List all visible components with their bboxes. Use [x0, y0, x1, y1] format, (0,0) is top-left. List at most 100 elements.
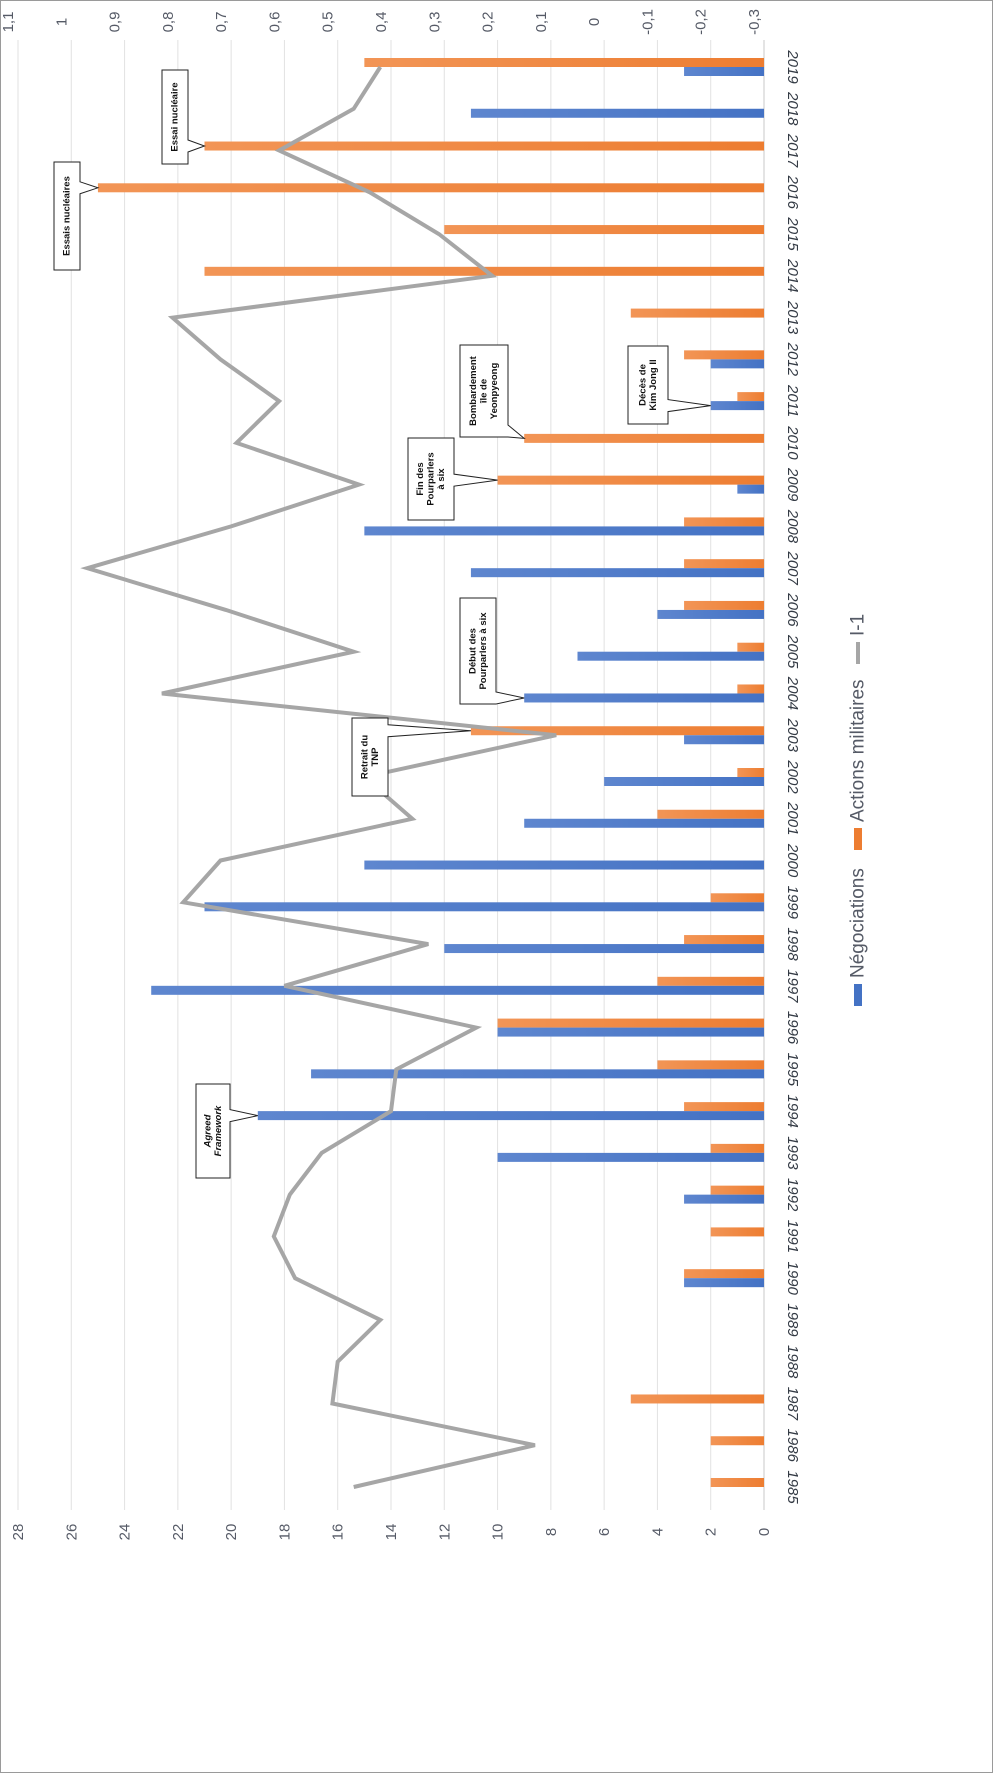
category-label: 2016	[784, 175, 801, 210]
primary-tick-label: 18	[276, 1524, 293, 1541]
category-label: 1986	[784, 1429, 801, 1463]
tick-labels: 0246810121416182022242628-0,3-0,2-0,100,…	[0, 9, 773, 1540]
bar-actions-militaires-2006	[684, 600, 764, 610]
category-label: 2017	[784, 133, 801, 168]
category-label: 2003	[784, 718, 801, 753]
primary-tick-label: 4	[649, 1528, 666, 1536]
category-label: 1987	[784, 1387, 801, 1421]
bar-negociations-2019	[684, 67, 764, 76]
category-label: 1989	[784, 1303, 801, 1337]
primary-tick-label: 24	[117, 1524, 134, 1541]
primary-tick-label: 16	[330, 1524, 347, 1541]
callout-box-1994	[195, 1083, 258, 1179]
bar-negociations-1999	[204, 902, 764, 912]
bar-actions-militaires-2012	[684, 350, 764, 360]
category-label: 2012	[784, 342, 801, 377]
callout-text-2011: Décès de	[637, 364, 648, 406]
callout-text-2004: Pourparlers à six	[478, 612, 489, 690]
callout-box-2003	[351, 717, 471, 797]
category-label: 2013	[784, 300, 801, 335]
bar-negociations-1994	[257, 1111, 764, 1121]
category-label: 2006	[784, 592, 801, 627]
secondary-tick-label: 0,4	[373, 12, 390, 33]
primary-tick-label: 12	[436, 1524, 453, 1541]
secondary-tick-label: 0	[586, 18, 603, 26]
callout-box-2017	[161, 69, 206, 165]
secondary-tick-label: 0,2	[480, 12, 497, 33]
secondary-tick-label: -0,1	[639, 9, 656, 35]
bar-actions-militaires-1986	[710, 1436, 764, 1446]
callout-text-2016: Essais nucléaires	[62, 176, 73, 256]
bar-actions-militaires-1990	[684, 1269, 764, 1279]
bar-negociations-2000	[364, 860, 764, 870]
callout-text-1994: Framework	[213, 1105, 224, 1156]
category-label: 2001	[784, 801, 801, 835]
category-label: 2007	[784, 550, 801, 585]
bar-actions-militaires-1996	[497, 1018, 764, 1028]
legend-label-1: Actions militaires	[848, 679, 869, 822]
callout-text-2017: Essai nucléaire	[170, 82, 181, 151]
bar-actions-militaires-1997	[657, 976, 764, 986]
category-label: 1991	[784, 1220, 801, 1253]
category-label: 2002	[784, 759, 801, 794]
bar-actions-militaires-2013	[630, 308, 764, 318]
legend: Négociations Actions militaires I-1	[848, 614, 869, 1006]
secondary-tick-label: -0,2	[693, 9, 710, 35]
bar-actions-militaires-2010	[524, 433, 764, 443]
bar-negociations-2003	[684, 735, 764, 745]
callout-text-1994: Agreed	[202, 1114, 213, 1148]
bar-negociations-1997	[151, 985, 764, 995]
category-label: 1999	[784, 886, 801, 920]
category-label: 2014	[784, 258, 801, 292]
category-label: 2009	[784, 467, 801, 502]
category-label: 2019	[784, 49, 801, 84]
primary-tick-label: 28	[10, 1524, 27, 1541]
bar-actions-militaires-2004	[737, 684, 764, 694]
callout-text-2010: Bombardement	[468, 355, 479, 426]
category-label: 1996	[784, 1011, 801, 1045]
legend-swatch-1	[854, 828, 862, 850]
bar-negociations-2008	[364, 526, 764, 536]
secondary-tick-label: 0,3	[426, 12, 443, 33]
category-label: 2004	[784, 676, 801, 710]
secondary-tick-label: 0,6	[266, 12, 283, 33]
primary-tick-label: 6	[596, 1528, 613, 1536]
category-label: 1985	[784, 1470, 801, 1504]
callout-box-2016	[53, 161, 100, 271]
callout-text-2003: Retrait du	[359, 735, 370, 780]
legend-swatch-2	[856, 642, 860, 664]
secondary-tick-label: 0,1	[533, 12, 550, 33]
bar-actions-militaires-2003	[470, 726, 764, 736]
primary-tick-label: 26	[63, 1524, 80, 1541]
primary-tick-label: 0	[756, 1528, 773, 1536]
callout-text-2009: Pourparlers	[426, 452, 437, 505]
callout-text-2009: à six	[436, 468, 447, 490]
bar-actions-militaires-1998	[684, 935, 764, 945]
category-label: 2015	[784, 216, 801, 251]
bar-actions-militaires-1992	[710, 1185, 764, 1195]
bar-actions-militaires-1999	[710, 893, 764, 903]
callout-text-2011: Kim Jong Il	[648, 359, 659, 410]
callout-box-2011	[627, 345, 711, 425]
callout-text-2009: Fin des	[415, 462, 426, 495]
bar-negociations-1990	[684, 1278, 764, 1288]
category-label: 1990	[784, 1261, 801, 1295]
bar-actions-militaires-1994	[684, 1102, 764, 1112]
bars-layer	[97, 58, 764, 1487]
category-labels: 1985 1986 1987 1988 1989 1990 1991 1992 1993 1994…	[784, 49, 801, 1504]
bar-actions-militaires-2001	[657, 809, 764, 819]
callout-box-2009	[407, 437, 498, 521]
bar-actions-militaires-2009	[497, 475, 764, 485]
bar-negociations-2018	[470, 108, 764, 118]
secondary-tick-label: 1,1	[0, 12, 17, 33]
bar-actions-militaires-1991	[710, 1227, 764, 1237]
callout-text-2010: Yeonpyeong	[489, 363, 500, 420]
bar-negociations-1998	[444, 944, 764, 954]
category-label: 2005	[784, 634, 801, 669]
bar-negociations-2012	[710, 359, 764, 369]
bar-negociations-2001	[524, 818, 764, 828]
secondary-tick-label: 1	[53, 18, 70, 26]
